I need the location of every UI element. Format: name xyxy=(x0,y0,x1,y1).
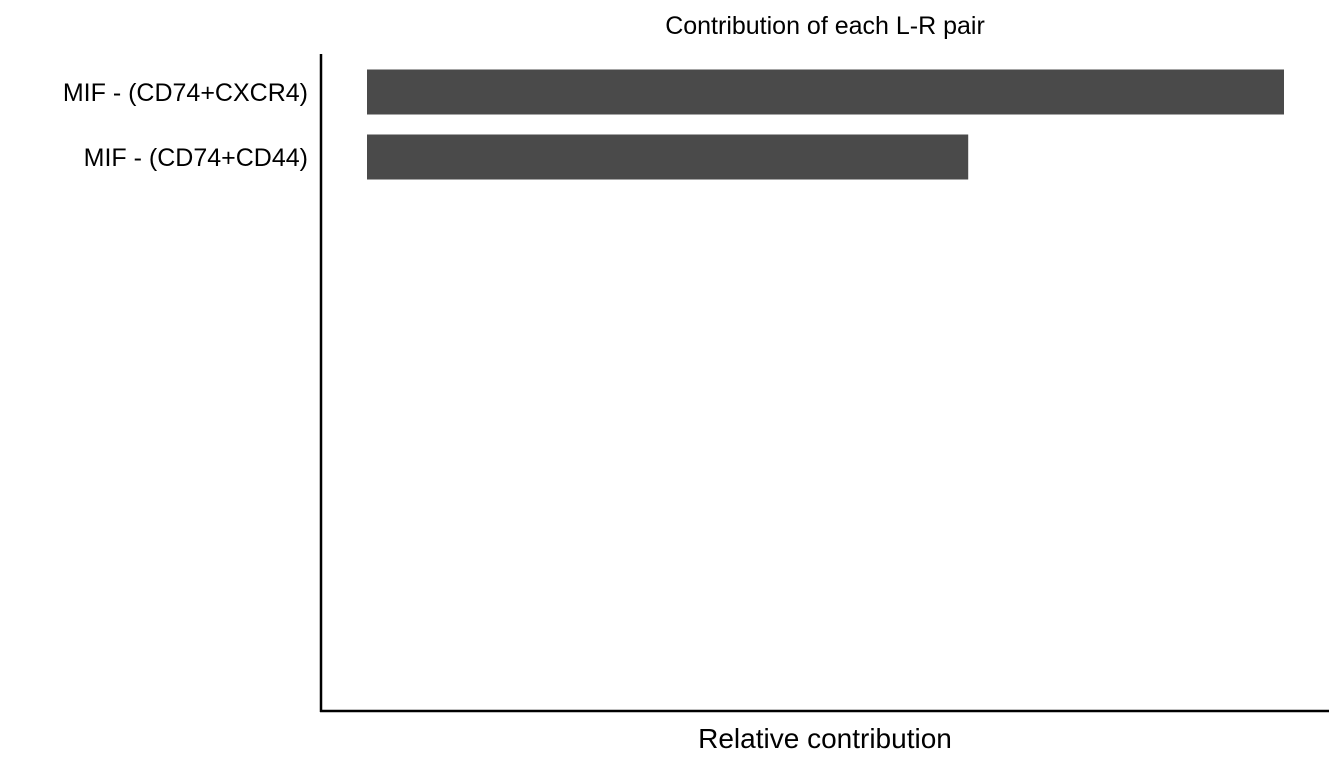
y-tick-labels: MIF - (CD74+CXCR4) MIF - (CD74+CD44) xyxy=(63,79,308,172)
bars-group xyxy=(367,69,1284,180)
x-axis-title: Relative contribution xyxy=(698,723,952,754)
y-tick-label-1: MIF - (CD74+CXCR4) xyxy=(63,79,308,107)
bar-1 xyxy=(367,69,1284,115)
chart-title: Contribution of each L-R pair xyxy=(665,12,985,40)
y-tick-label-2: MIF - (CD74+CD44) xyxy=(84,144,308,172)
bar-2 xyxy=(367,134,969,180)
